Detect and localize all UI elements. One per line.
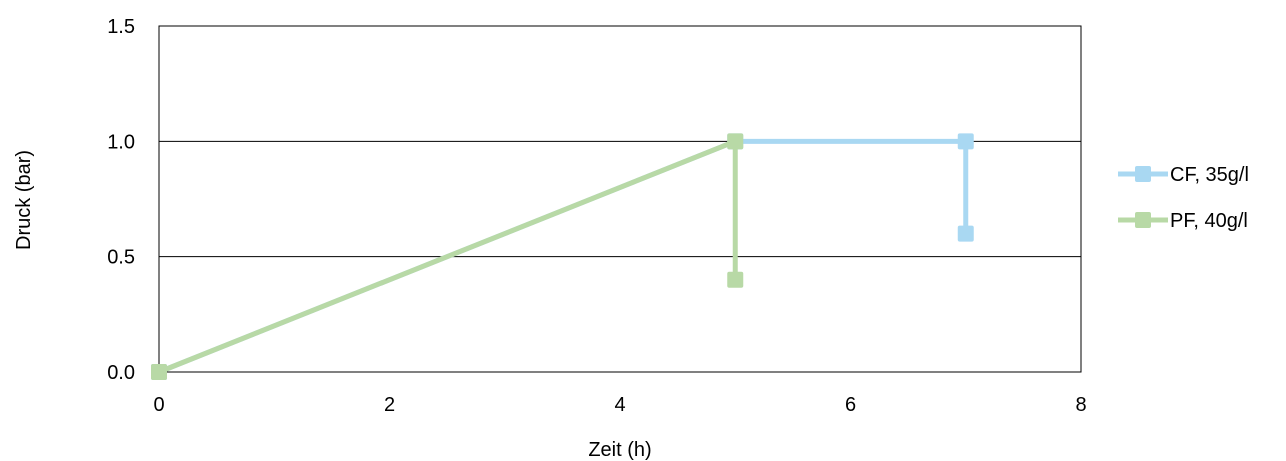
y-tick-label: 0.5 (107, 247, 135, 269)
legend-marker (1135, 212, 1151, 228)
legend: CF, 35g/l PF, 40g/l (1118, 164, 1249, 232)
y-tick-label: 0.0 (107, 362, 135, 384)
x-tick-label: 4 (614, 394, 625, 416)
legend-marker (1135, 166, 1151, 182)
plot-area (158, 25, 1082, 373)
x-tick-label: 0 (153, 394, 164, 416)
x-tick-label: 6 (845, 394, 856, 416)
y-axis-label: Druck (bar) (13, 150, 35, 250)
x-tick-label: 8 (1075, 394, 1086, 416)
y-tick-label: 1.5 (107, 16, 135, 38)
data-point (957, 133, 974, 150)
y-tick-label: 1.0 (107, 131, 135, 153)
x-tick-label: 2 (384, 394, 395, 416)
data-point (151, 364, 167, 380)
legend-label: PF, 40g/l (1170, 210, 1248, 232)
x-axis-label: Zeit (h) (588, 439, 651, 461)
legend-item: PF, 40g/l (1118, 210, 1248, 232)
x-axis-ticks: 0 2 4 6 8 (153, 394, 1086, 416)
data-point (727, 271, 744, 288)
y-axis-ticks: 0.0 0.5 1.0 1.5 (107, 16, 135, 384)
series-2 (151, 133, 744, 380)
data-point (957, 225, 974, 242)
grid-lines (159, 140, 1081, 258)
data-point (727, 133, 744, 150)
legend-label: CF, 35g/l (1170, 164, 1249, 186)
legend-item: CF, 35g/l (1118, 164, 1249, 186)
series-layer (151, 133, 974, 380)
